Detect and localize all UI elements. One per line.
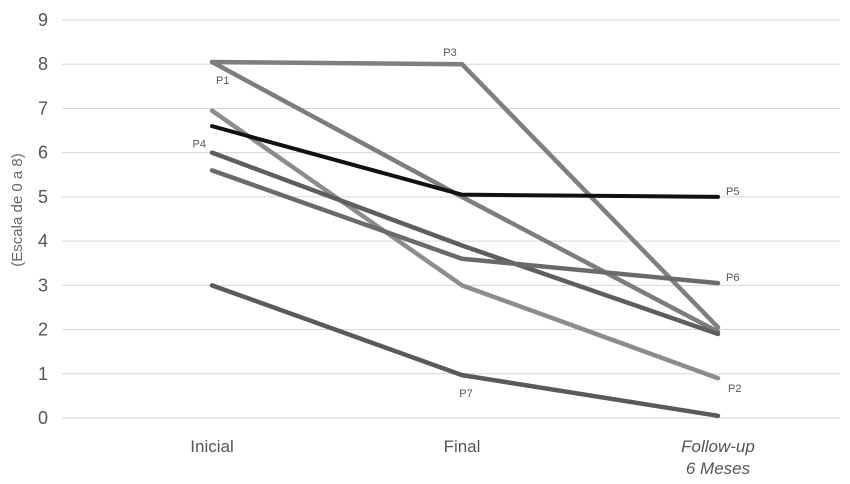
series-label-p4: P4 — [193, 139, 206, 151]
series-label-p6: P6 — [726, 272, 739, 284]
y-tick-label: 7 — [38, 98, 48, 118]
y-tick-labels: 0 1 2 3 4 5 6 7 8 9 — [38, 10, 48, 428]
series-line-p1 — [209, 59, 721, 335]
series-line-p2 — [209, 108, 721, 381]
x-category-label-line2: 6 Meses — [686, 459, 751, 478]
series-label-p2: P2 — [728, 383, 741, 395]
x-category-label: Follow-up — [681, 437, 755, 456]
grid-layer — [62, 19, 840, 419]
series-labels: P1 P2 P3 P4 P5 P6 P7 — [193, 47, 742, 400]
y-tick-label: 6 — [38, 143, 48, 163]
series-label-p5: P5 — [726, 186, 739, 198]
x-category-labels: Inicial Final Follow-up 6 Meses — [190, 437, 755, 478]
series-line-p7 — [209, 283, 721, 419]
x-category-label: Final — [444, 437, 481, 456]
series-label-p3: P3 — [443, 47, 456, 59]
y-tick-label: 8 — [38, 54, 48, 74]
series-label-p1: P1 — [216, 75, 229, 87]
x-category-label: Inicial — [190, 437, 233, 456]
y-tick-label: 9 — [38, 10, 48, 30]
series-line-p4 — [209, 150, 721, 337]
series-line-p6 — [209, 168, 721, 286]
series-label-p7: P7 — [459, 388, 472, 400]
y-tick-label: 3 — [38, 275, 48, 295]
series-line-p5 — [210, 124, 720, 199]
y-axis-label: (Escala de 0 a 8) — [9, 153, 26, 266]
y-tick-label: 4 — [38, 231, 48, 251]
y-tick-label: 0 — [38, 408, 48, 428]
y-tick-label: 1 — [38, 364, 48, 384]
y-tick-label: 2 — [38, 320, 48, 340]
series-line-p3 — [209, 59, 721, 330]
series-lines — [209, 59, 721, 419]
y-tick-label: 5 — [38, 187, 48, 207]
